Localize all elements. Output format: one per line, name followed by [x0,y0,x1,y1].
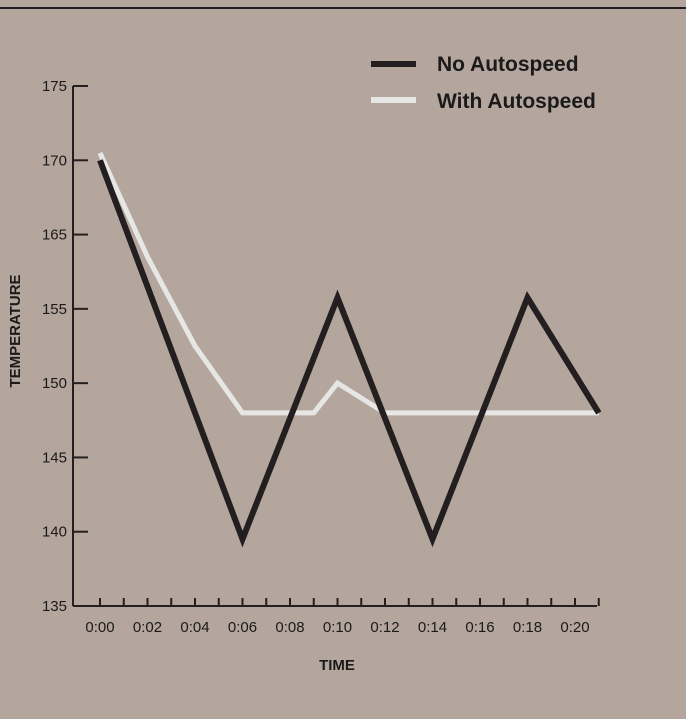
x-tick-label-0-10: 0:10 [323,619,352,636]
x-axis: 0:00 0:02 0:04 0:06 0:08 0:10 0:12 0:14 0:16 0:18… [73,598,600,636]
legend-item-no-autospeed: No Autospeed [371,53,579,76]
legend-label-no-autospeed: No Autospeed [437,53,579,76]
x-tick-label-0-14: 0:14 [418,619,447,636]
x-tick-label-0-02: 0:02 [133,619,162,636]
x-tick-label-0-20: 0:20 [560,619,589,636]
x-tick-label-0-00: 0:00 [85,619,114,636]
y-tick-label-150: 150 [42,375,67,392]
series-layer [97,151,602,548]
legend-item-with-autospeed: With Autospeed [371,90,596,113]
x-tick-label-0-08: 0:08 [275,619,304,636]
series-line-with-autospeed [97,151,599,416]
y-axis-title: TEMPERATURE [7,274,24,387]
x-tick-label-0-06: 0:06 [228,619,257,636]
y-tick-label-155: 155 [42,301,67,318]
y-tick-label-145: 145 [42,449,67,466]
y-tick-label-165: 165 [42,227,67,244]
x-tick-label-0-04: 0:04 [180,619,209,636]
series-line-no-autospeed [97,159,602,548]
x-tick-label-0-16: 0:16 [465,619,494,636]
y-tick-label-140: 140 [42,524,67,541]
y-tick-label-170: 170 [42,152,67,169]
y-axis: 135 140 145 150 155 165 170 175 [42,78,88,615]
x-tick-label-0-18: 0:18 [513,619,542,636]
x-axis-title: TIME [319,657,355,674]
legend: No Autospeed With Autospeed [371,53,596,113]
legend-label-with-autospeed: With Autospeed [437,90,596,113]
x-tick-label-0-12: 0:12 [370,619,399,636]
y-tick-label-175: 175 [42,78,67,95]
y-tick-label-135: 135 [42,598,67,615]
